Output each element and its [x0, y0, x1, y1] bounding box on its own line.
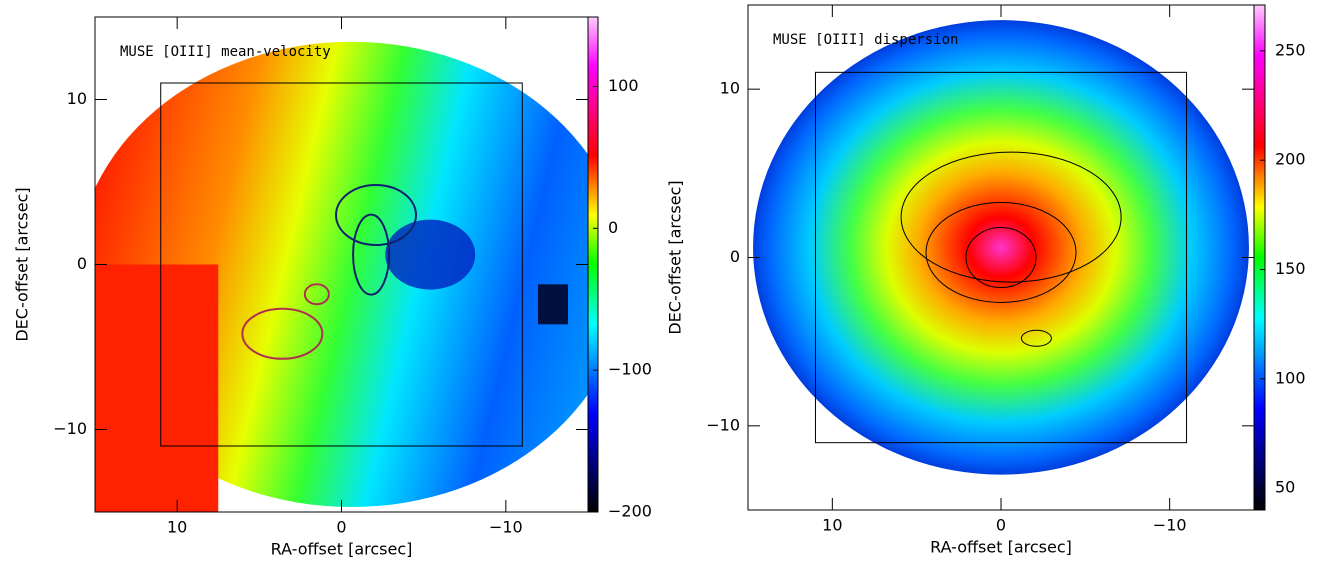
x-tick-label: 0	[996, 516, 1006, 535]
map-image	[753, 20, 1249, 475]
colorbar-tick-label: 150	[1275, 259, 1306, 278]
colorbar-tick-label: 0	[608, 218, 618, 237]
x-tick-label: −10	[489, 518, 523, 537]
y-tick-label: 0	[730, 247, 740, 266]
inner-box	[814, 71, 1188, 444]
colorbar-tick-label: 100	[1275, 368, 1306, 387]
y-tick-label: −10	[53, 419, 87, 438]
contour	[900, 151, 1122, 283]
colorbar	[1253, 4, 1266, 511]
y-tick-label: 10	[720, 79, 740, 98]
colorbar-tick-label: 200	[1275, 150, 1306, 169]
y-axis-label: DEC-offset [arcsec]	[666, 180, 685, 334]
contour	[352, 213, 391, 296]
x-axis-label: RA-offset [arcsec]	[930, 538, 1072, 557]
contour	[335, 184, 418, 246]
inner-box	[160, 82, 523, 447]
map-core	[385, 219, 476, 290]
chart-title: MUSE [OIII] mean-velocity	[120, 44, 331, 60]
map	[95, 17, 588, 512]
x-tick-label: 10	[167, 518, 187, 537]
y-axis-label: DEC-offset [arcsec]	[13, 187, 32, 341]
colorbar-tick-label: −100	[608, 360, 652, 379]
map	[748, 5, 1254, 510]
colorbar	[587, 16, 599, 513]
contour	[303, 283, 330, 306]
x-axis-label: RA-offset [arcsec]	[271, 540, 413, 559]
chart-title: MUSE [OIII] dispersion	[773, 32, 958, 48]
colorbar-tick-label: −200	[608, 502, 652, 521]
colorbar-tick-label: 250	[1275, 40, 1306, 59]
contour	[241, 307, 324, 360]
y-tick-label: −10	[706, 415, 740, 434]
x-tick-label: 0	[336, 518, 346, 537]
contour	[965, 227, 1037, 288]
contour	[1020, 329, 1052, 347]
x-tick-label: 10	[822, 516, 842, 535]
contour	[925, 201, 1077, 303]
map-dark	[538, 284, 568, 325]
colorbar-tick-label: 100	[608, 76, 639, 95]
x-tick-label: −10	[1153, 516, 1187, 535]
map-image	[95, 264, 219, 512]
y-tick-label: 10	[67, 89, 87, 108]
y-tick-label: 0	[77, 254, 87, 273]
colorbar-tick-label: 50	[1275, 478, 1295, 497]
